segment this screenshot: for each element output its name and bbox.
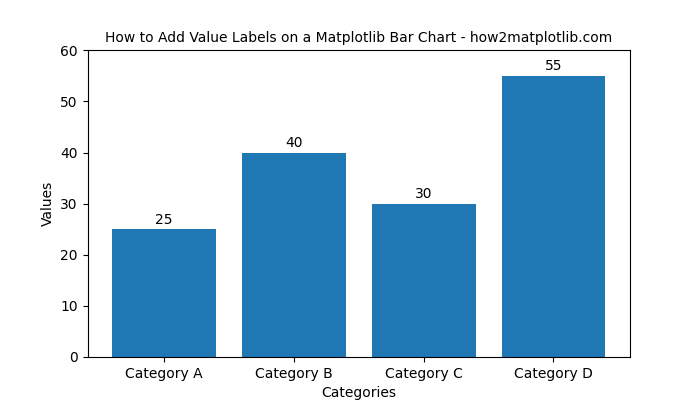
Bar — [112, 229, 216, 357]
Text: 30: 30 — [415, 187, 433, 201]
Text: 40: 40 — [285, 136, 302, 150]
X-axis label: Categories: Categories — [321, 386, 396, 400]
Bar — [501, 76, 606, 357]
Y-axis label: Values: Values — [41, 181, 55, 226]
Title: How to Add Value Labels on a Matplotlib Bar Chart - how2matplotlib.com: How to Add Value Labels on a Matplotlib … — [105, 31, 612, 45]
Text: 25: 25 — [155, 213, 173, 227]
Text: 55: 55 — [545, 59, 562, 74]
Bar — [372, 204, 475, 357]
Bar — [242, 152, 346, 357]
